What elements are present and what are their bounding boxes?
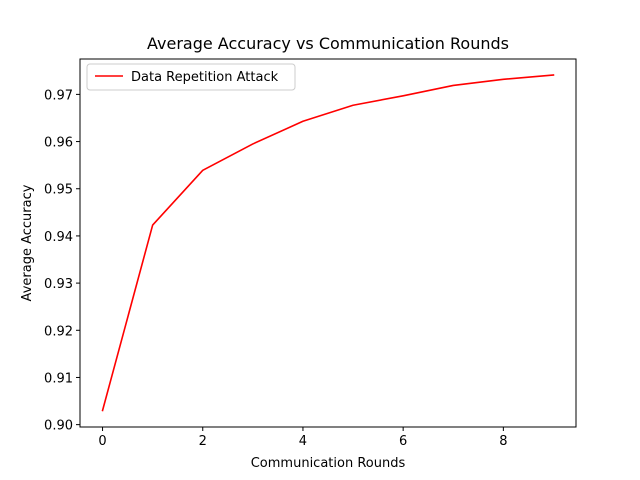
y-tick-label: 0.92 [44, 324, 73, 339]
x-tick-label: 0 [98, 434, 106, 449]
y-axis-label: Average Accuracy [20, 184, 35, 301]
series-layer [101, 74, 555, 412]
series-line [101, 74, 555, 412]
y-tick-label: 0.96 [44, 136, 73, 151]
legend-box [86, 63, 296, 91]
x-tick-label: 2 [199, 434, 207, 449]
chart-title: Average Accuracy vs Communication Rounds [147, 34, 509, 53]
x-tick-label: 8 [499, 434, 507, 449]
y-tick-label: 0.95 [44, 183, 73, 198]
x-axis: 0 2 4 6 8 [98, 427, 507, 449]
y-tick-label: 0.94 [44, 230, 73, 245]
axes-frame [79, 58, 577, 428]
y-axis: 0.90 0.91 0.92 0.93 0.94 0.95 0.96 0.97 [44, 88, 80, 434]
x-tick-label: 4 [299, 434, 307, 449]
y-tick-label: 0.97 [44, 88, 73, 103]
x-tick-label: 6 [399, 434, 407, 449]
y-tick-label: 0.91 [44, 371, 73, 386]
legend-label: Data Repetition Attack [131, 70, 279, 85]
y-tick-label: 0.93 [44, 277, 73, 292]
legend: Data Repetition Attack [86, 63, 296, 91]
x-axis-label: Communication Rounds [251, 456, 406, 471]
y-tick-label: 0.90 [44, 419, 73, 434]
